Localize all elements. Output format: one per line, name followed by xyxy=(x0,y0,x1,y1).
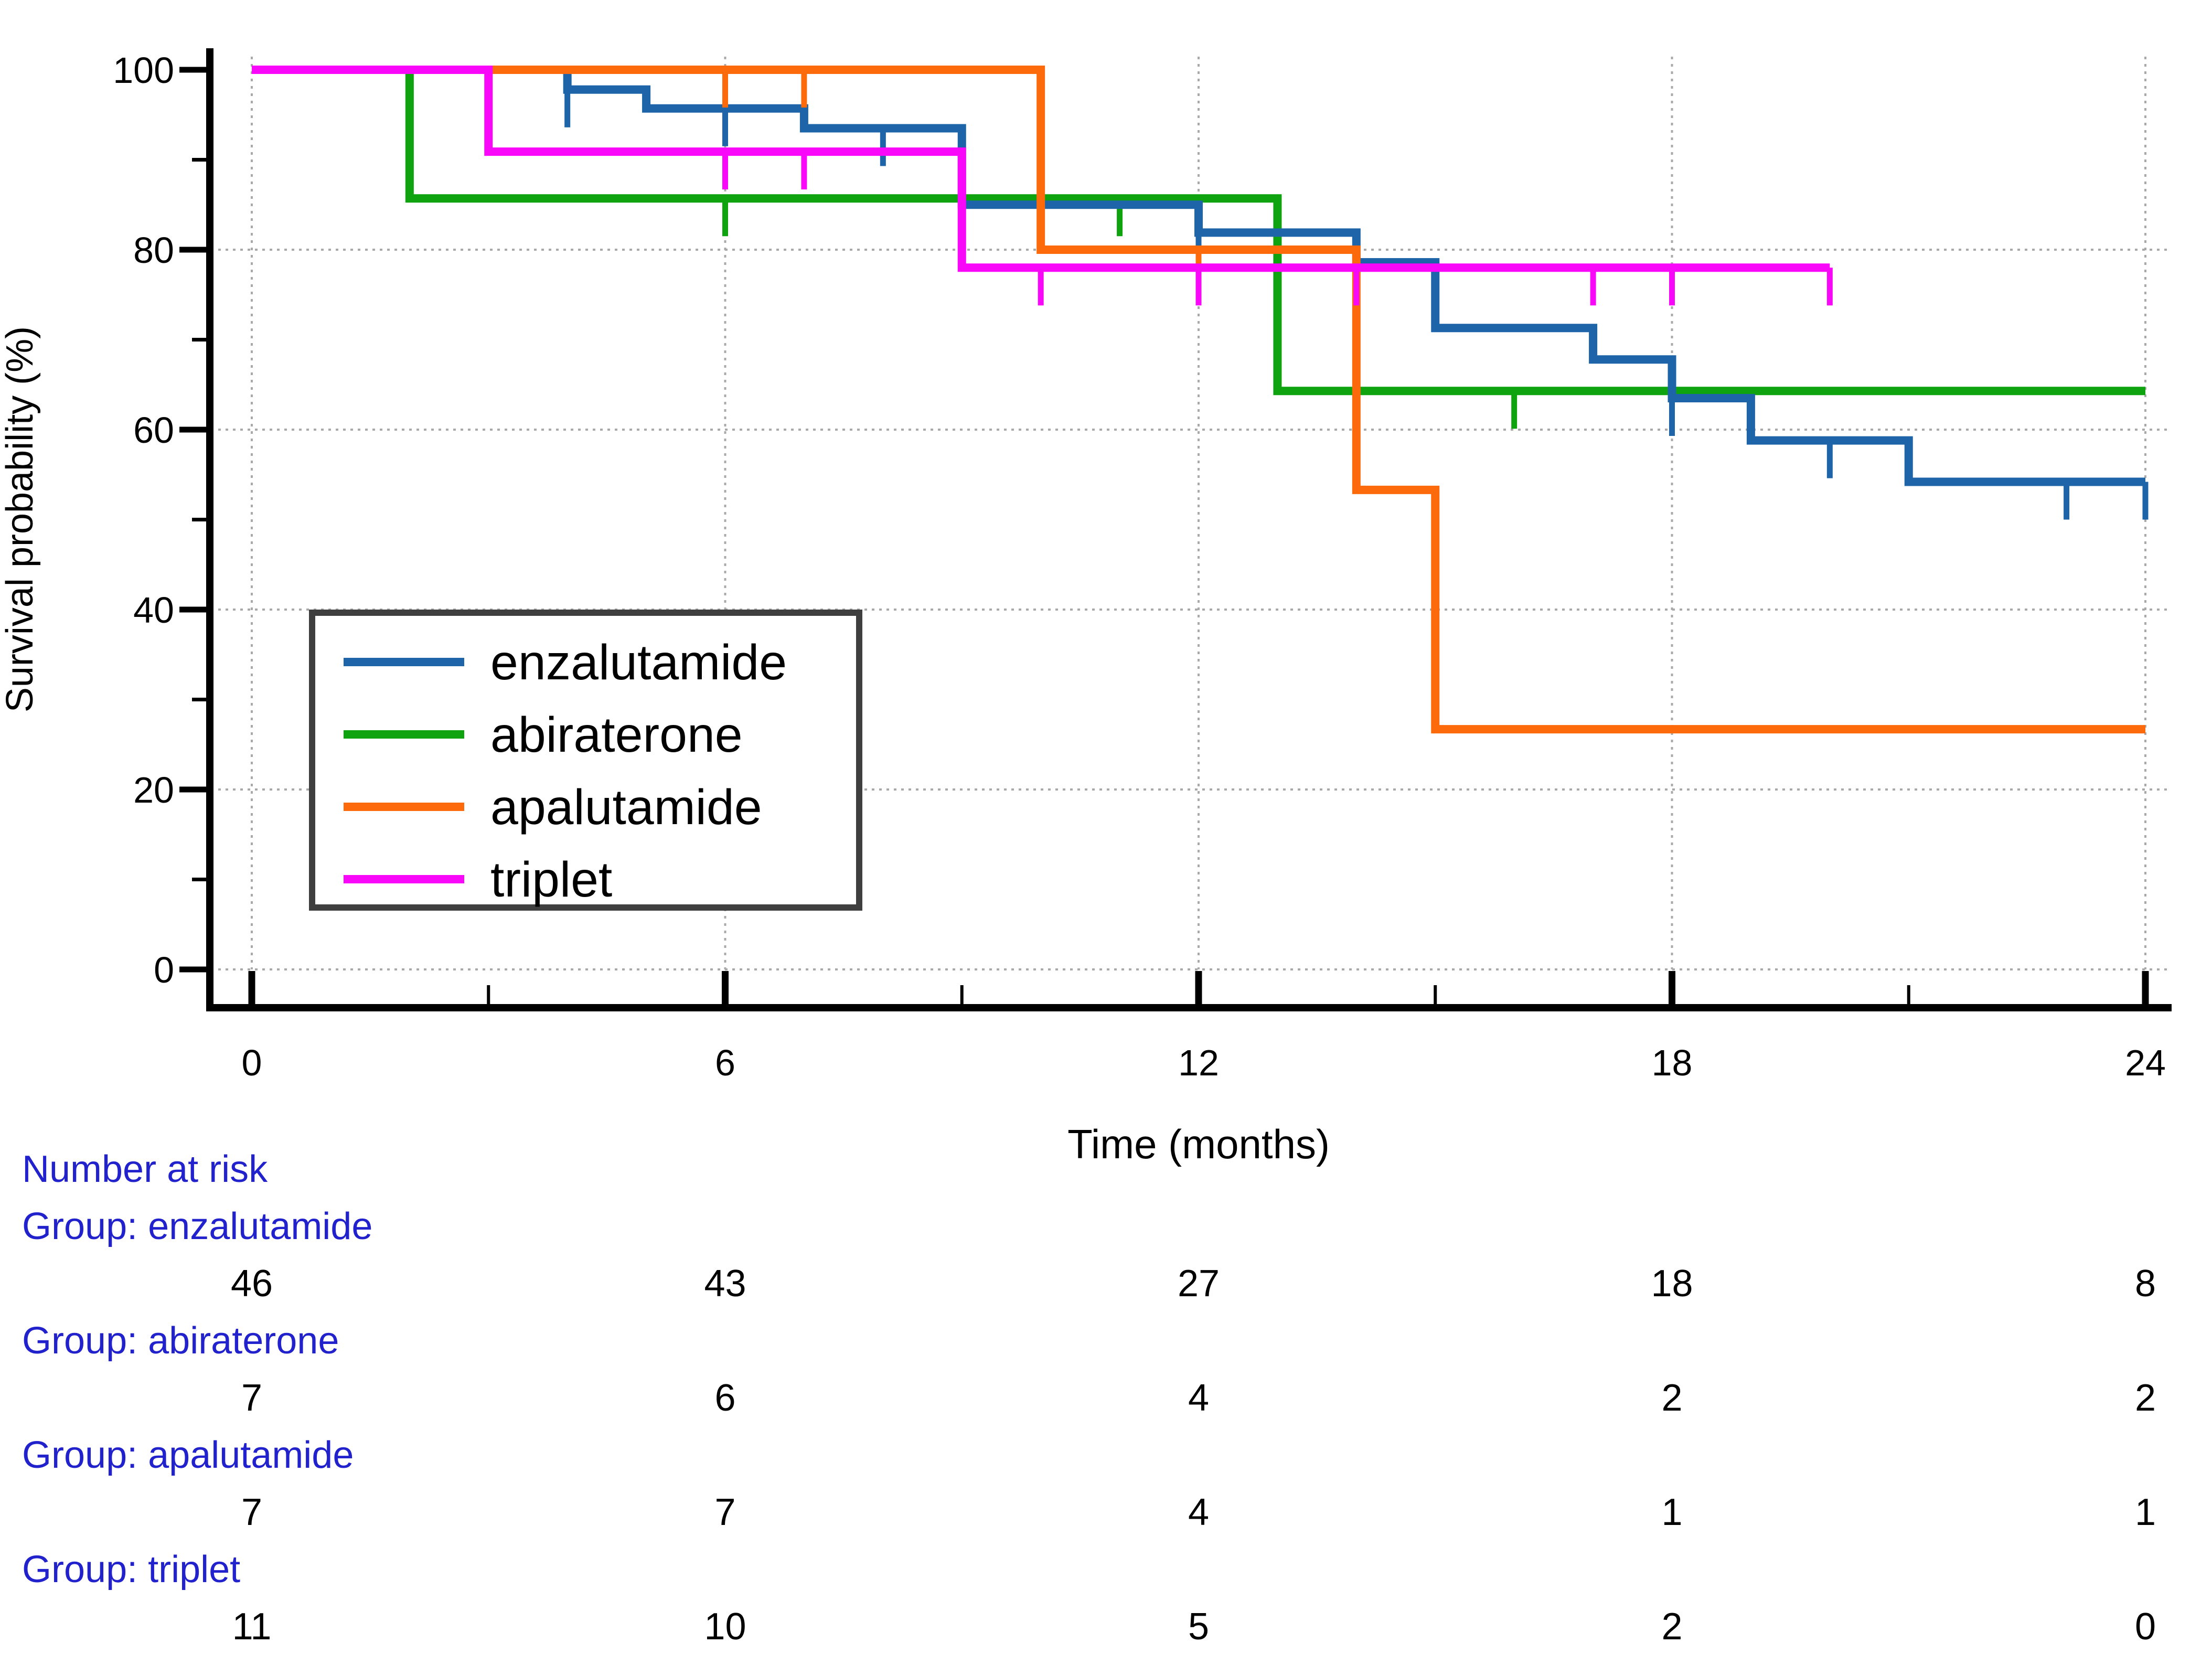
risk-value-3-1: 10 xyxy=(704,1606,746,1648)
risk-value-2-0: 7 xyxy=(241,1491,262,1533)
y-axis-title: Survival probability (%) xyxy=(0,326,41,712)
risk-group-label-2: Group: apalutamide xyxy=(22,1434,354,1476)
legend-label-abiraterone: abiraterone xyxy=(490,707,743,763)
risk-value-3-0: 11 xyxy=(232,1606,272,1648)
risk-group-label-3: Group: triplet xyxy=(22,1549,240,1591)
risk-value-0-4: 8 xyxy=(2135,1263,2156,1305)
risk-value-1-4: 2 xyxy=(2135,1377,2156,1419)
axes: 100 80 60 40 20 0 0 6 12 18 24 xyxy=(113,48,2172,1083)
y-tick-label-0: 0 xyxy=(154,949,174,990)
risk-value-0-2: 27 xyxy=(1178,1263,1220,1305)
x-tick-label-24: 24 xyxy=(2125,1042,2166,1083)
y-tick-label-40: 40 xyxy=(133,590,174,631)
risk-value-0-3: 18 xyxy=(1651,1263,1693,1305)
legend-label-triplet: triplet xyxy=(490,852,612,908)
risk-value-3-3: 2 xyxy=(1661,1606,1682,1648)
legend-label-apalutamide: apalutamide xyxy=(490,780,762,835)
legend-label-enzalutamide: enzalutamide xyxy=(490,635,787,690)
risk-value-0-1: 43 xyxy=(704,1263,746,1305)
risk-value-2-1: 7 xyxy=(714,1491,735,1533)
risk-value-2-4: 1 xyxy=(2135,1491,2156,1533)
risk-value-2-3: 1 xyxy=(1661,1491,1682,1533)
risk-value-1-3: 2 xyxy=(1661,1377,1682,1419)
risk-group-label-1: Group: abiraterone xyxy=(22,1320,339,1362)
y-tick-label-80: 80 xyxy=(133,230,174,271)
x-tick-label-0: 0 xyxy=(242,1042,262,1083)
curve-apalutamide xyxy=(252,66,2145,734)
risk-table-header: Number at risk xyxy=(22,1148,268,1190)
legend: enzalutamide abiraterone apalutamide triple… xyxy=(309,610,862,911)
risk-group-label-0: Group: enzalutamide xyxy=(22,1205,372,1247)
risk-value-1-2: 4 xyxy=(1188,1377,1209,1419)
survival-curves xyxy=(252,66,2149,734)
risk-value-1-0: 7 xyxy=(241,1377,262,1419)
x-tick-label-18: 18 xyxy=(1652,1042,1693,1083)
y-tick-label-60: 60 xyxy=(133,410,174,451)
risk-value-2-2: 4 xyxy=(1188,1491,1209,1533)
risk-value-0-0: 46 xyxy=(231,1263,273,1305)
y-tick-label-100: 100 xyxy=(113,50,174,91)
y-tick-label-20: 20 xyxy=(133,770,174,810)
x-axis-title: Time (months) xyxy=(1067,1121,1330,1167)
risk-value-1-1: 6 xyxy=(714,1377,735,1419)
risk-value-3-2: 5 xyxy=(1188,1606,1209,1648)
x-tick-label-12: 12 xyxy=(1178,1042,1219,1083)
x-tick-label-6: 6 xyxy=(715,1042,735,1083)
risk-value-3-4: 0 xyxy=(2135,1606,2156,1648)
